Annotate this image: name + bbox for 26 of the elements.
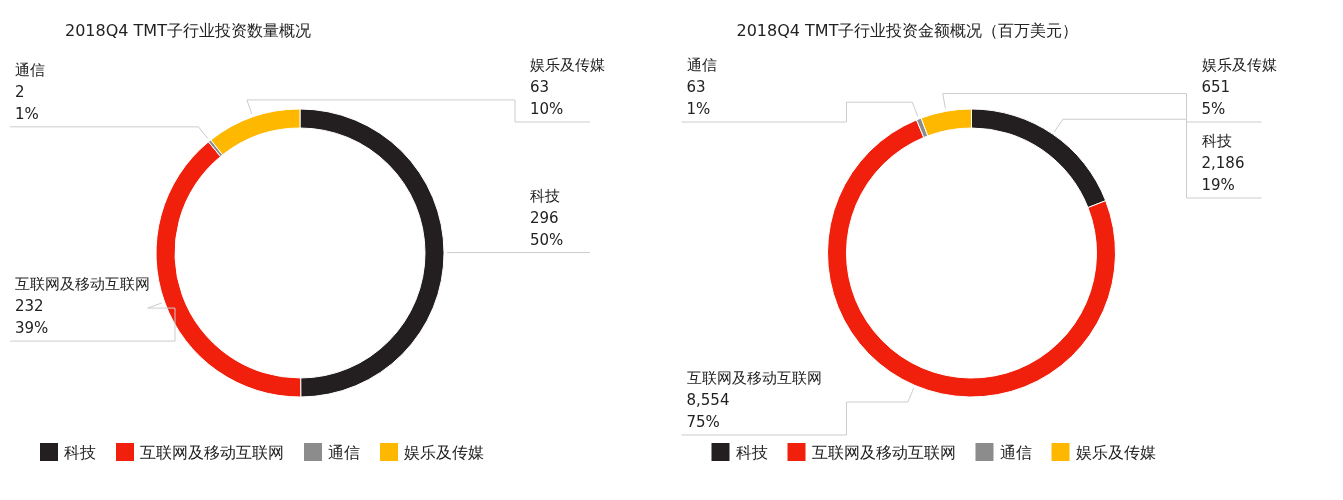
legend-label: 互联网及移动互联网	[811, 443, 956, 462]
slice-label: 科技	[1201, 132, 1232, 150]
slice-label: 互联网及移动互联网	[15, 275, 150, 294]
legend-label: 通信	[999, 443, 1032, 462]
chart-title: 2018Q4 TMT子行业投资金额概况（百万美元）	[736, 21, 1079, 40]
slice-label: 通信	[15, 60, 45, 79]
data-label: 8,554 75%	[686, 390, 730, 431]
legend-label: 科技	[64, 443, 96, 462]
data-label: 2 1%	[15, 82, 39, 123]
legend-label: 娱乐及传媒	[1075, 443, 1156, 462]
data-label: 63 10%	[530, 78, 564, 118]
slice-label: 互联网及移动互联网	[686, 368, 822, 387]
data-label: 296 50%	[530, 208, 564, 249]
legend-label: 娱乐及传媒	[404, 443, 484, 462]
data-label: 651 5%	[1201, 78, 1231, 118]
legend-label: 科技	[735, 443, 768, 462]
data-label: 2,186 19%	[1201, 154, 1245, 194]
slice-label: 娱乐及传媒	[530, 56, 605, 74]
slice-label: 通信	[686, 56, 717, 74]
data-label: 63 1%	[686, 78, 711, 118]
slice-label: 科技	[530, 186, 560, 205]
chart-title: 2018Q4 TMT子行业投资数量概况	[65, 21, 311, 40]
legend-label: 通信	[328, 443, 360, 462]
data-label: 232 39%	[15, 297, 49, 338]
legend-label: 互联网及移动互联网	[140, 443, 284, 462]
slice-label: 娱乐及传媒	[1201, 56, 1277, 74]
